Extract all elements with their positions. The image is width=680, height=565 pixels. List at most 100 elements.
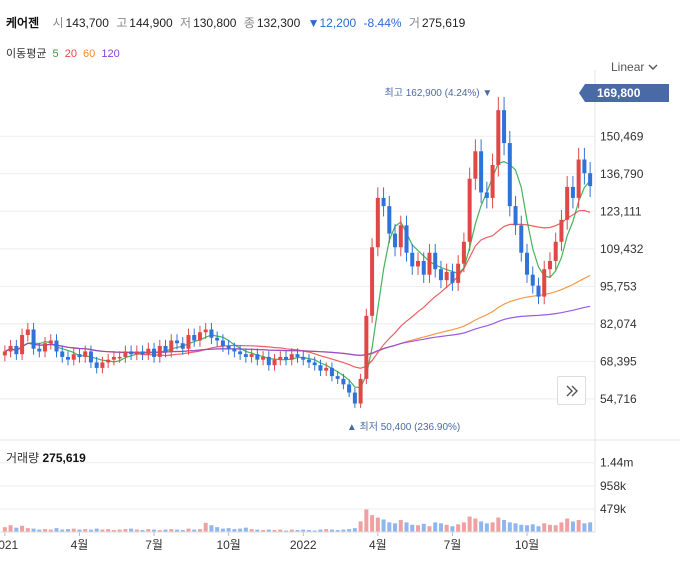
candle-body [358,378,363,404]
volume-bar [174,529,180,532]
candle-body [547,260,552,270]
volume-bar [324,529,329,532]
volume-bar [438,523,443,532]
volume-bar [306,530,311,532]
volume-bar [450,526,455,532]
volume-bar [553,525,558,532]
close-label: 종 [243,16,255,30]
volume-bar [410,524,415,532]
candle-body [192,335,197,341]
y-tick-label: 82,074 [600,317,637,331]
candle-body [100,362,105,368]
y-tick-label: 54,716 [600,392,637,406]
candle-body [209,329,214,338]
volume-bar [215,527,220,532]
candle-body [352,392,357,404]
candle-body [324,367,329,371]
x-tick-label: 10월 [515,538,539,552]
candle-body [588,173,593,187]
volume-bar [255,529,260,532]
volume-bar [347,529,352,532]
volume-bar [249,529,254,532]
volume-bar [433,522,438,532]
candle-body [94,362,99,368]
volume-bar [536,526,541,532]
volume-bar [588,522,593,532]
x-tick-label: 10월 [216,538,240,552]
volume-bar [312,530,317,532]
volume-bar [576,519,581,532]
candle-body [341,378,346,385]
volume-bar [60,529,65,532]
scale-dropdown[interactable]: Linear [611,60,658,74]
stock-header: 케어젠 시 143,700 고 144,900 저 130,800 종 132,300 … [6,14,465,31]
candle-body [152,348,157,357]
scale-label: Linear [611,60,645,74]
volume-bar [123,529,128,532]
volume-bar [530,524,535,532]
candle-body [370,247,375,316]
candle-body [444,271,449,281]
volume-bar [129,528,134,532]
ma-120: 120 [101,48,120,60]
candle-body [438,269,443,281]
open-label: 시 [52,16,64,30]
volume-label: 거 [408,16,420,30]
volume-bar [83,529,88,532]
volume-bar [272,530,277,532]
volume-bar [43,529,48,532]
x-tick-label: 4월 [71,538,89,552]
volume-bar [71,528,76,532]
candle-body [496,110,501,165]
candle-body [54,340,59,352]
candle-body [553,241,558,261]
candle-body [25,329,30,335]
volume-bar [289,529,294,532]
candle-body [582,159,587,174]
volume-bar [547,524,552,532]
volume-bar [226,528,231,532]
candle-body [415,260,421,267]
candle-body [174,340,180,344]
candle-body [456,263,461,283]
y-tick-label: 123,111 [600,204,642,218]
volume-bar [266,529,271,532]
candle-body [559,219,564,242]
volume-bar [398,519,403,532]
volume-bar [2,527,7,532]
x-tick-label: 2021 [0,538,19,552]
candle-body [410,252,415,267]
candle-body [536,285,541,297]
volume-tick-label: 479k [600,502,627,516]
volume-bar [329,529,334,532]
candle-body [226,345,231,349]
candle-body [525,252,530,275]
candle-body [404,225,409,253]
ma20-line [4,209,591,369]
candle-body [502,110,507,144]
volume-bar [525,525,530,532]
candle-body [48,340,53,344]
open-value: 143,700 [65,16,109,30]
candle-body [507,143,512,207]
volume-bar [467,516,472,532]
candle-body [295,354,300,357]
candle-body [479,151,484,193]
volume-bar [278,529,283,532]
candle-body [513,206,518,226]
candle-body [8,345,13,352]
candle-body [31,329,36,349]
volume-bar [14,527,19,532]
volume-tick-label: 1.44m [600,456,633,470]
candle-body [542,269,547,297]
volume-bar [358,521,363,532]
volume-bar [415,525,421,532]
candle-body [306,359,311,363]
chevron-down-icon [648,64,658,70]
scroll-right-button[interactable] [557,376,586,405]
volume-bar [163,529,168,532]
close-value: 132,300 [256,16,301,30]
candle-body [238,351,243,355]
x-tick-label: 4월 [369,538,387,552]
volume-bar [461,522,466,532]
